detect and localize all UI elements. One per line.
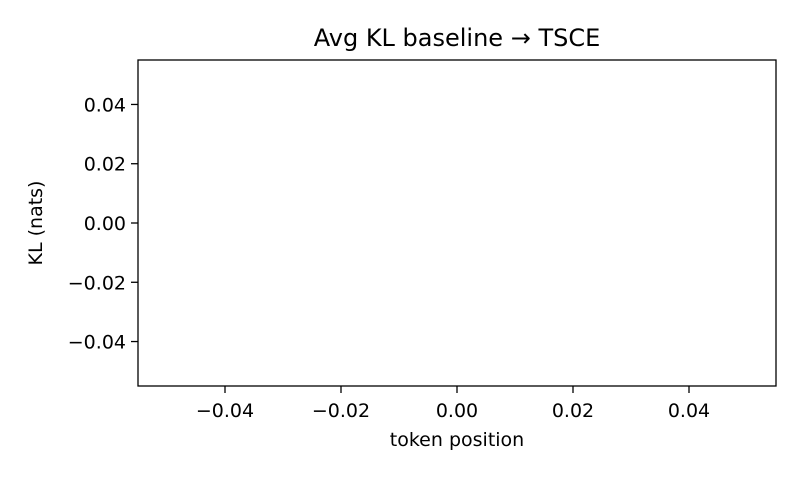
x-axis-label: token position <box>390 429 524 451</box>
x-tick-label: −0.02 <box>312 400 370 422</box>
x-tick-label: 0.04 <box>668 400 710 422</box>
y-tick-label: −0.02 <box>68 272 126 294</box>
x-axis-ticks: −0.04 −0.02 0.00 0.02 0.04 <box>196 386 710 422</box>
y-tick-label: −0.04 <box>68 332 126 354</box>
y-tick-label: 0.02 <box>84 154 126 176</box>
y-axis-ticks: −0.04 −0.02 0.00 0.02 0.04 <box>68 94 138 354</box>
x-tick-label: 0.02 <box>552 400 594 422</box>
y-tick-label: 0.00 <box>84 213 126 235</box>
y-axis-label: KL (nats) <box>25 181 47 266</box>
chart-title: Avg KL baseline → TSCE <box>314 24 601 52</box>
x-tick-label: 0.00 <box>436 400 478 422</box>
y-tick-label: 0.04 <box>84 94 126 116</box>
x-tick-label: −0.04 <box>196 400 254 422</box>
